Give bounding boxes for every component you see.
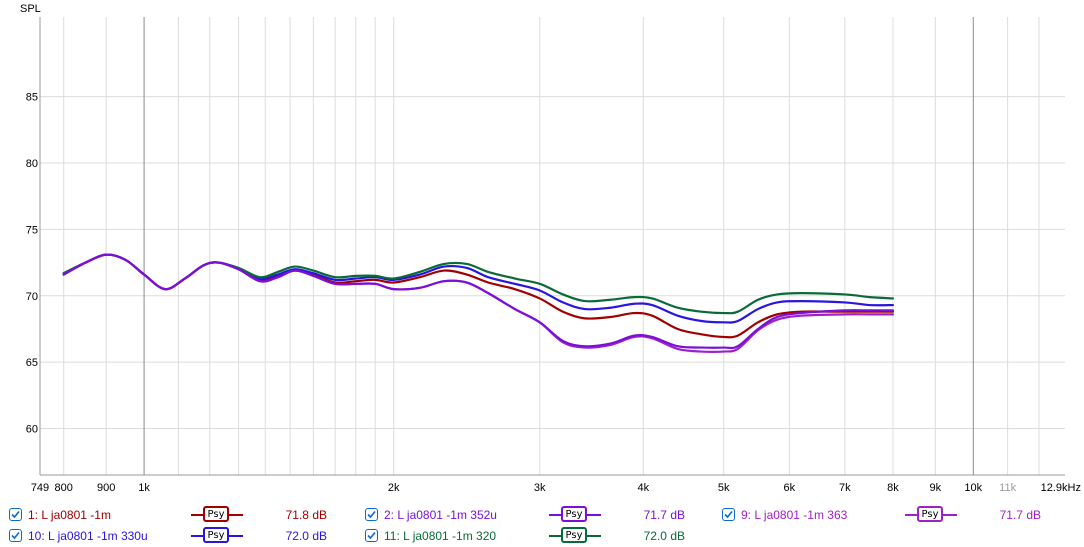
psy-box: Psy (561, 506, 587, 522)
y-tick-label: 70 (26, 291, 38, 303)
series-checkbox[interactable] (9, 508, 22, 521)
legend-value-s11: 72.0 dB (643, 529, 685, 543)
x-tick-label: 749 (31, 482, 49, 494)
psy-box: Psy (917, 506, 943, 522)
x-tick-label: 6k (784, 482, 796, 494)
check-icon (11, 510, 20, 519)
y-axis-title: SPL (20, 3, 41, 15)
x-tick-label: 5k (718, 482, 730, 494)
legend-value-s2: 71.7 dB (643, 508, 685, 522)
x-tick-label: 12.9kHz (1041, 482, 1081, 494)
series-checkbox[interactable] (365, 529, 378, 542)
x-tick-label: 11k (999, 482, 1016, 494)
x-tick-label: 4k (638, 482, 650, 494)
x-tick-label: 900 (97, 482, 115, 494)
legend-label-s11: 11: L ja0801 -1m 320 (384, 529, 497, 543)
psy-box: Psy (561, 527, 587, 543)
y-tick-label: 65 (26, 357, 38, 369)
legend: 1: L ja0801 -1m Psy 71.8 dB 2: L ja0801 … (0, 504, 1084, 547)
check-icon (367, 531, 376, 540)
legend-label-s9: 9: L ja0801 -1m 363 (741, 508, 848, 522)
legend-value-s1: 71.8 dB (285, 508, 327, 522)
legend-label-s10: 10: L ja0801 -1m 330u (28, 529, 148, 543)
series-checkbox[interactable] (722, 508, 735, 521)
psy-button[interactable]: Psy (191, 527, 243, 545)
spl-plot-svg[interactable]: SPL 60 65 70 75 80 85 749 800 900 1k 2k 3k 4k 5k 6k 7k 8k… (0, 0, 1084, 500)
check-icon (367, 510, 376, 519)
x-tick-label: 8k (887, 482, 899, 494)
y-tick-label: 85 (26, 92, 38, 104)
legend-value-s9: 71.7 dB (999, 508, 1041, 522)
series-checkbox[interactable] (9, 529, 22, 542)
x-tick-label: 10k (964, 482, 982, 494)
psy-box: Psy (203, 506, 229, 522)
psy-button[interactable]: Psy (191, 506, 243, 524)
series-checkbox[interactable] (365, 508, 378, 521)
plot-area[interactable] (40, 17, 1065, 475)
check-icon (11, 531, 20, 540)
legend-value-s10: 72.0 dB (285, 529, 327, 543)
x-tick-label: 7k (839, 482, 851, 494)
x-tick-label: 2k (388, 482, 400, 494)
y-tick-label: 80 (26, 158, 38, 170)
y-tick-label: 75 (26, 224, 38, 236)
y-tick-label: 60 (26, 424, 38, 436)
psy-button[interactable]: Psy (905, 506, 957, 524)
legend-label-s2: 2: L ja0801 -1m 352u (384, 508, 497, 522)
series-line[interactable] (62, 253, 895, 350)
legend-label-s1: 1: L ja0801 -1m (28, 508, 111, 522)
psy-box: Psy (203, 527, 229, 543)
psy-button[interactable]: Psy (549, 527, 601, 545)
x-tick-label: 3k (534, 482, 546, 494)
check-icon (724, 510, 733, 519)
spl-chart[interactable]: SPL 60 65 70 75 80 85 749 800 900 1k 2k 3k 4k 5k 6k 7k 8k… (0, 0, 1084, 500)
x-tick-label: 800 (55, 482, 73, 494)
psy-button[interactable]: Psy (549, 506, 601, 524)
x-tick-label: 1k (138, 482, 150, 494)
x-tick-label: 9k (930, 482, 942, 494)
